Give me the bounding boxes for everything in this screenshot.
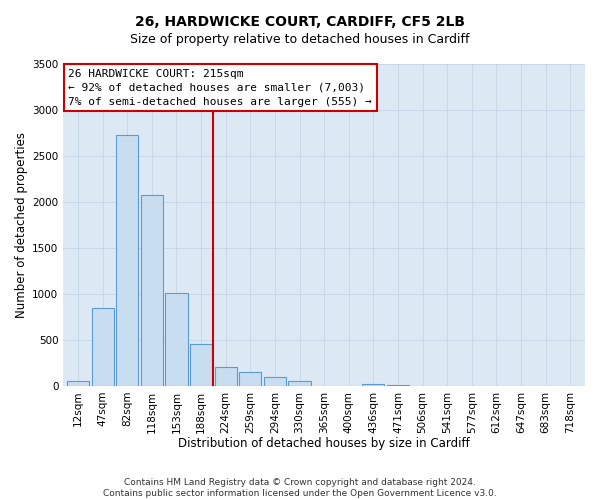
Bar [264, 376, 286, 386]
Bar [289, 381, 311, 386]
Bar [239, 372, 262, 386]
Bar [116, 135, 139, 386]
Bar [67, 381, 89, 386]
Bar [141, 196, 163, 386]
Bar [387, 385, 409, 386]
Bar [166, 293, 188, 386]
X-axis label: Distribution of detached houses by size in Cardiff: Distribution of detached houses by size … [178, 437, 470, 450]
Text: 26, HARDWICKE COURT, CARDIFF, CF5 2LB: 26, HARDWICKE COURT, CARDIFF, CF5 2LB [135, 15, 465, 29]
Text: 26 HARDWICKE COURT: 215sqm
← 92% of detached houses are smaller (7,003)
7% of se: 26 HARDWICKE COURT: 215sqm ← 92% of deta… [68, 69, 372, 107]
Bar [362, 384, 385, 386]
Text: Contains HM Land Registry data © Crown copyright and database right 2024.
Contai: Contains HM Land Registry data © Crown c… [103, 478, 497, 498]
Text: Size of property relative to detached houses in Cardiff: Size of property relative to detached ho… [130, 32, 470, 46]
Bar [215, 368, 237, 386]
Bar [190, 344, 212, 386]
Y-axis label: Number of detached properties: Number of detached properties [15, 132, 28, 318]
Bar [92, 308, 114, 386]
